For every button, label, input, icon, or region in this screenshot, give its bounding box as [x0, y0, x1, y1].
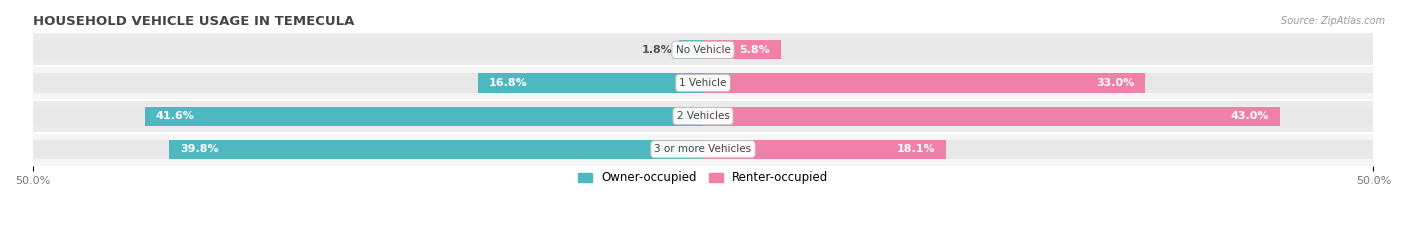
- Text: 39.8%: 39.8%: [180, 144, 219, 154]
- Legend: Owner-occupied, Renter-occupied: Owner-occupied, Renter-occupied: [572, 167, 834, 189]
- Bar: [679, 40, 703, 59]
- Text: 43.0%: 43.0%: [1230, 111, 1268, 121]
- Bar: [32, 40, 703, 59]
- Bar: [703, 140, 1374, 159]
- Bar: [32, 73, 703, 93]
- Text: 41.6%: 41.6%: [156, 111, 195, 121]
- Text: 1.8%: 1.8%: [641, 45, 672, 55]
- Bar: [32, 106, 703, 126]
- Bar: [703, 73, 1146, 93]
- Bar: [703, 40, 780, 59]
- Bar: [478, 73, 703, 93]
- Text: 5.8%: 5.8%: [740, 45, 770, 55]
- Text: 1 Vehicle: 1 Vehicle: [679, 78, 727, 88]
- Bar: [145, 106, 703, 126]
- Bar: [703, 140, 946, 159]
- Text: No Vehicle: No Vehicle: [675, 45, 731, 55]
- Bar: [32, 66, 1374, 99]
- Bar: [703, 73, 1374, 93]
- Text: Source: ZipAtlas.com: Source: ZipAtlas.com: [1281, 16, 1385, 26]
- Bar: [32, 133, 1374, 166]
- Text: HOUSEHOLD VEHICLE USAGE IN TEMECULA: HOUSEHOLD VEHICLE USAGE IN TEMECULA: [32, 15, 354, 28]
- Text: 2 Vehicles: 2 Vehicles: [676, 111, 730, 121]
- Text: 16.8%: 16.8%: [488, 78, 527, 88]
- Bar: [169, 140, 703, 159]
- Bar: [703, 40, 1374, 59]
- Bar: [703, 106, 1279, 126]
- Bar: [32, 99, 1374, 133]
- Bar: [703, 106, 1374, 126]
- Text: 18.1%: 18.1%: [896, 144, 935, 154]
- Text: 3 or more Vehicles: 3 or more Vehicles: [654, 144, 752, 154]
- Bar: [32, 140, 703, 159]
- Bar: [32, 33, 1374, 66]
- Text: 33.0%: 33.0%: [1097, 78, 1135, 88]
